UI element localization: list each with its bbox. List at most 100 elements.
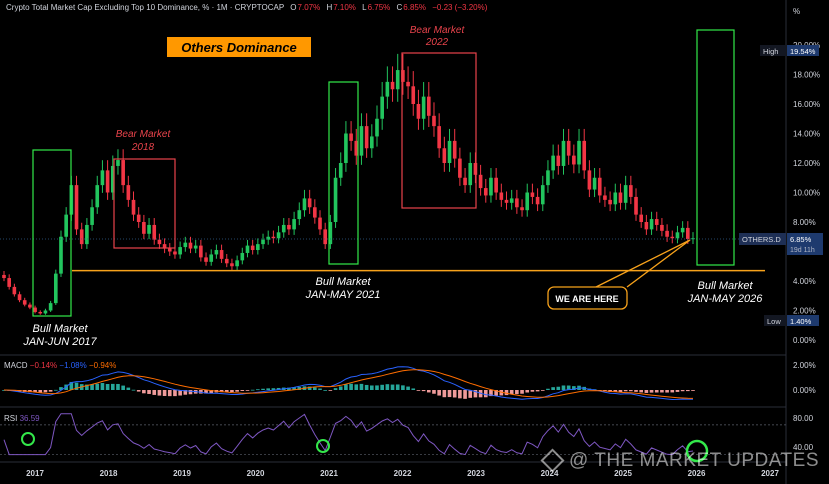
candle-body xyxy=(556,155,561,166)
signal-line xyxy=(3,369,694,399)
macd-histogram-bar xyxy=(686,390,690,392)
macd-histogram-bar xyxy=(660,390,664,393)
countdown-text: 19d 11h xyxy=(790,247,815,254)
candle-body xyxy=(629,185,633,197)
macd-histogram-bar xyxy=(204,390,208,394)
macd-histogram-bar xyxy=(53,389,58,391)
candle-body xyxy=(276,232,281,239)
macd-histogram-bar xyxy=(354,384,359,390)
change-value: −0.23 (−3.20%) xyxy=(432,3,488,12)
y-tick-label: 8.00% xyxy=(793,218,816,227)
candle-body xyxy=(613,192,618,205)
candle-body xyxy=(478,174,483,189)
low-value-text: 1.40% xyxy=(790,317,812,326)
macd-histogram-bar xyxy=(426,390,431,393)
title-box xyxy=(167,37,311,57)
high-tag xyxy=(760,45,786,56)
y-tick-label: 14.00% xyxy=(793,130,820,139)
bear-2022-line1: Bear Market xyxy=(410,25,466,36)
macd-histogram-bar xyxy=(665,390,669,393)
macd-histogram-bar xyxy=(173,390,177,397)
candle-body xyxy=(214,250,219,255)
candle-body xyxy=(59,236,63,274)
macd-histogram-bar xyxy=(33,390,37,393)
candle-body xyxy=(582,140,587,171)
candle-body xyxy=(344,133,348,163)
candle-body xyxy=(22,300,27,305)
macd-histogram-bar xyxy=(395,384,400,390)
macd-histogram-bar xyxy=(390,384,395,390)
candle-body xyxy=(224,258,229,264)
macd-histogram-bar xyxy=(561,385,566,390)
macd-histogram-bar xyxy=(556,386,561,390)
macd-histogram-bar xyxy=(224,390,229,393)
macd-histogram-bar xyxy=(287,387,291,390)
macd-histogram-bar xyxy=(209,390,214,394)
macd-histogram-bar xyxy=(292,387,296,390)
macd-histogram-bar xyxy=(323,389,328,391)
bull-box-2026 xyxy=(696,29,735,266)
candle-body xyxy=(649,219,654,230)
macd-histogram-bar xyxy=(328,390,333,391)
rsi-low-marker-2025 xyxy=(685,439,709,463)
unit-label: % xyxy=(793,7,800,16)
macd-pane[interactable] xyxy=(2,366,695,401)
candle-body xyxy=(406,81,410,87)
candle-body xyxy=(79,229,84,245)
candle-body xyxy=(634,196,638,215)
candle-body xyxy=(385,81,390,97)
candle-body xyxy=(447,140,452,163)
macd-histogram-bar xyxy=(613,390,618,392)
candle-body xyxy=(618,192,623,203)
macd-histogram-bar xyxy=(333,388,338,390)
we-are-here-box xyxy=(547,286,628,310)
candle-body xyxy=(167,248,172,252)
candle-body xyxy=(131,199,136,215)
macd-histogram-bar xyxy=(463,390,467,399)
candle-body xyxy=(17,294,22,301)
macd-histogram-bar xyxy=(369,385,374,390)
candle-body xyxy=(142,222,146,234)
candle-body xyxy=(572,155,576,165)
candle-body xyxy=(100,170,105,186)
open-value: 7.07% xyxy=(297,3,321,12)
candle-body xyxy=(2,274,6,279)
candle-body xyxy=(551,155,555,171)
candle-body xyxy=(489,177,493,196)
macd-histogram-bar xyxy=(447,390,452,398)
macd-histogram-bar xyxy=(468,390,473,398)
rsi-line xyxy=(3,413,694,456)
candle-body xyxy=(546,170,550,186)
candle-body xyxy=(452,140,457,159)
candle-body xyxy=(665,230,669,237)
macd-histogram-bar xyxy=(375,385,379,390)
candle-body xyxy=(364,126,369,149)
symbol-title[interactable]: Crypto Total Market Cap Excluding Top 10… xyxy=(6,3,285,12)
close-value: 6.85% xyxy=(403,3,426,12)
x-tick-label: 2017 xyxy=(26,469,44,478)
macd-histogram-bar xyxy=(437,390,441,396)
candle-body xyxy=(178,247,182,255)
rsi-pane[interactable] xyxy=(0,413,786,456)
candle-body xyxy=(152,224,157,240)
time-axis[interactable]: 2017 2018 2019 2020 2021 2022 2023 2024 2025 2026… xyxy=(26,469,779,478)
candle-body xyxy=(349,133,353,141)
macd-axis-top: 2.00% xyxy=(793,361,816,370)
low-label: L xyxy=(362,3,367,12)
price-axis[interactable]: 20.00%18.00%16.00%14.00%12.00%10.00%8.00… xyxy=(793,41,820,345)
macd-histogram-bar xyxy=(318,388,322,390)
candle-body xyxy=(670,236,675,239)
candle-body xyxy=(463,177,467,186)
symbol-tag-text: OTHERS.D xyxy=(742,235,781,244)
candle-body xyxy=(256,244,260,251)
rsi-axis-mid: 40.00 xyxy=(793,443,814,452)
candle-body xyxy=(183,242,188,248)
rsi-low-marker-2017 xyxy=(21,432,35,446)
macd-histogram-bar xyxy=(629,390,633,392)
candle-body xyxy=(121,160,125,186)
candle-body xyxy=(597,177,602,196)
candle-body xyxy=(623,185,628,203)
macd-legend: MACD −0.14% −1.08% −0.94% xyxy=(4,361,117,370)
candle-body xyxy=(147,224,151,234)
